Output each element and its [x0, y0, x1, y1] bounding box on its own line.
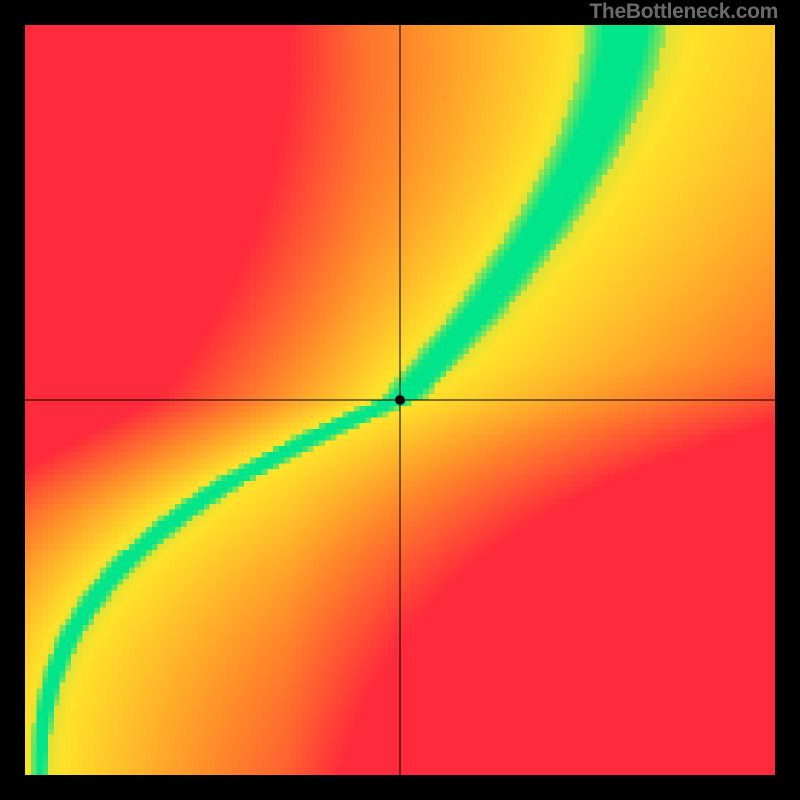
heatmap-canvas — [25, 25, 775, 775]
watermark-text: TheBottleneck.com — [589, 0, 778, 24]
heatmap-plot — [25, 25, 775, 775]
chart-container: { "watermark": "TheBottleneck.com", "hea… — [0, 0, 800, 800]
